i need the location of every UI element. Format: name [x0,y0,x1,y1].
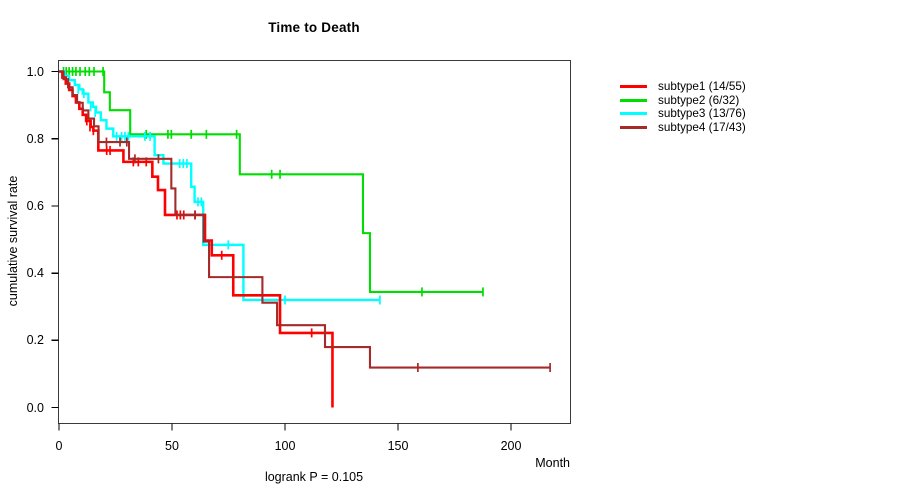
survival-curve-subtype1 [59,70,334,408]
logrank-annotation: logrank P = 0.105 [264,470,364,484]
legend-color-swatch [620,85,647,89]
legend-item-subtype3: subtype3 (13/76) [620,107,746,121]
plot-frame [57,59,572,425]
x-tick-label-150: 150 [387,439,409,453]
legend-item-label: subtype1 (14/55) [658,80,746,94]
y-axis-label: cumulative survival rate [6,175,20,307]
legend-item-label: subtype3 (13/76) [658,107,746,121]
legend-color-swatch [620,98,647,102]
x-tick-label-0: 0 [55,439,63,453]
x-tick-label-100: 100 [274,439,296,453]
x-axis-label: Month [535,456,570,470]
legend: subtype1 (14/55) subtype2 (6/32) subtype3 … [620,80,746,134]
legend-color-swatch [620,112,647,116]
legend-item-subtype2: subtype2 (6/32) [620,94,746,108]
x-tick-label-200: 200 [500,439,522,453]
y-tick-label-0.4: 0.4 [26,266,44,281]
y-tick-label-0.6: 0.6 [26,198,44,213]
y-tick-label-0.8: 0.8 [26,131,44,146]
legend-item-label: subtype2 (6/32) [658,93,740,107]
survival-curve-subtype2 [59,70,483,293]
y-tick-label-0.2: 0.2 [26,333,44,348]
legend-color-swatch [620,126,647,130]
x-tick-label-50: 50 [165,439,179,453]
legend-item-label: subtype4 (17/43) [658,121,746,135]
legend-item-subtype4: subtype4 (17/43) [620,121,746,135]
y-tick-label-1.0: 1.0 [26,64,44,79]
legend-item-subtype1: subtype1 (14/55) [620,80,746,94]
survival-curve-subtype4 [59,70,551,369]
survival-curve-subtype3 [59,70,380,302]
y-tick-label-0.0: 0.0 [26,400,44,415]
chart-title: Time to Death [268,20,360,35]
